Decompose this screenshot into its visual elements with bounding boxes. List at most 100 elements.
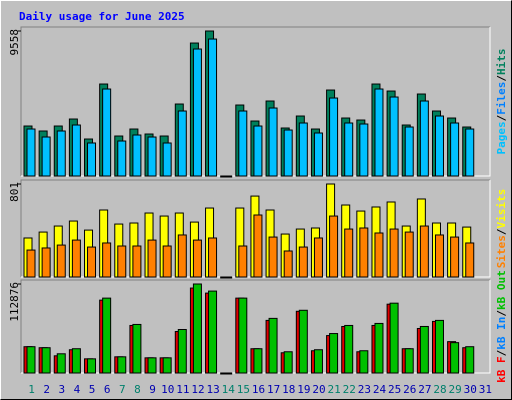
bar [132, 323, 142, 374]
y-tick-label: 112876 [8, 282, 21, 322]
x-tick-label: 2 [43, 383, 50, 396]
bar [253, 125, 263, 177]
x-tick-label: 8 [134, 383, 141, 396]
x-tick-label: 18 [282, 383, 295, 396]
x-tick-label: 25 [388, 383, 401, 396]
bar [238, 110, 248, 177]
bar [253, 214, 263, 278]
bar [404, 231, 414, 278]
x-tick-label: 12 [191, 383, 204, 396]
bar [177, 234, 187, 278]
bar [238, 297, 248, 374]
x-tick-label: 14 [222, 383, 236, 396]
x-tick-label: 30 [464, 383, 477, 396]
chart-title: Daily usage for June 2025 [19, 10, 185, 23]
bar [56, 353, 66, 374]
bar [344, 228, 354, 278]
legend-entry: kB F [495, 356, 508, 383]
x-tick-label: 15 [237, 383, 250, 396]
legend: kB F/kB In/kB Out [495, 270, 508, 383]
x-tick-label: 11 [176, 383, 189, 396]
bar [298, 122, 308, 177]
bar [450, 236, 460, 278]
x-tick-label: 4 [74, 383, 81, 396]
x-tick-label: 20 [312, 383, 325, 396]
bar [344, 324, 354, 374]
x-tick-label: 6 [104, 383, 111, 396]
bar [117, 140, 127, 177]
plot-border [20, 26, 490, 176]
bar [359, 123, 369, 177]
bar [419, 100, 429, 177]
legend-entry: Hits [495, 49, 508, 76]
bar [465, 346, 475, 374]
legend-entry: Visits [495, 189, 508, 229]
x-tick-label: 21 [328, 383, 341, 396]
x-tick-label: 9 [149, 383, 156, 396]
bar [313, 132, 323, 177]
bar [419, 225, 429, 278]
x-tick-label: 16 [252, 383, 265, 396]
bar [192, 283, 202, 374]
x-tick-label: 13 [206, 383, 219, 396]
bar [313, 237, 323, 278]
bar [344, 122, 354, 177]
x-tick-label: 7 [119, 383, 126, 396]
bar [132, 134, 142, 177]
bar [329, 215, 339, 278]
x-tick-label: 17 [267, 383, 280, 396]
x-tick-label: 28 [433, 383, 446, 396]
legend-entry: kB In [495, 317, 508, 350]
bar [465, 242, 475, 278]
plot-border [20, 179, 490, 277]
y-tick-label: 801 [8, 182, 21, 202]
bar [162, 245, 172, 278]
x-tick-label: 31 [479, 383, 492, 396]
x-tick-label: 29 [449, 383, 462, 396]
legend-separator: / [495, 75, 508, 82]
bar [298, 309, 308, 374]
bar [71, 239, 81, 278]
bar [147, 136, 157, 177]
bar [26, 249, 36, 278]
legend-entry: Pages [495, 121, 508, 154]
bar [223, 276, 233, 279]
x-tick-label: 1 [28, 383, 35, 396]
bar [192, 48, 202, 177]
x-tick-label: 3 [59, 383, 66, 396]
bar [87, 142, 97, 177]
bar [450, 342, 460, 374]
bar [208, 290, 218, 374]
bar [283, 351, 293, 374]
bar [389, 302, 399, 374]
bar [56, 244, 66, 278]
bar [208, 237, 218, 278]
bar [329, 333, 339, 374]
bar [268, 236, 278, 278]
x-tick-label: 19 [297, 383, 310, 396]
y-tick-label: 9558 [8, 29, 21, 56]
legend-separator: / [495, 228, 508, 235]
bar [404, 348, 414, 374]
legend: Sites/Visits [495, 189, 508, 269]
bar [208, 38, 218, 177]
x-tick-label: 5 [89, 383, 96, 396]
bar [71, 348, 81, 374]
bar [434, 115, 444, 177]
legend-entry: Files [495, 82, 508, 115]
bar [26, 346, 36, 374]
x-tick-label: 24 [373, 383, 387, 396]
bar [87, 246, 97, 278]
bar [465, 128, 475, 177]
bar [26, 128, 36, 177]
bar [253, 348, 263, 374]
bar [132, 245, 142, 278]
bar [56, 130, 66, 177]
bar [102, 297, 112, 374]
bar [389, 228, 399, 278]
bar [268, 107, 278, 177]
legend-entry: Sites [495, 235, 508, 268]
bar [434, 234, 444, 278]
bar [147, 239, 157, 278]
